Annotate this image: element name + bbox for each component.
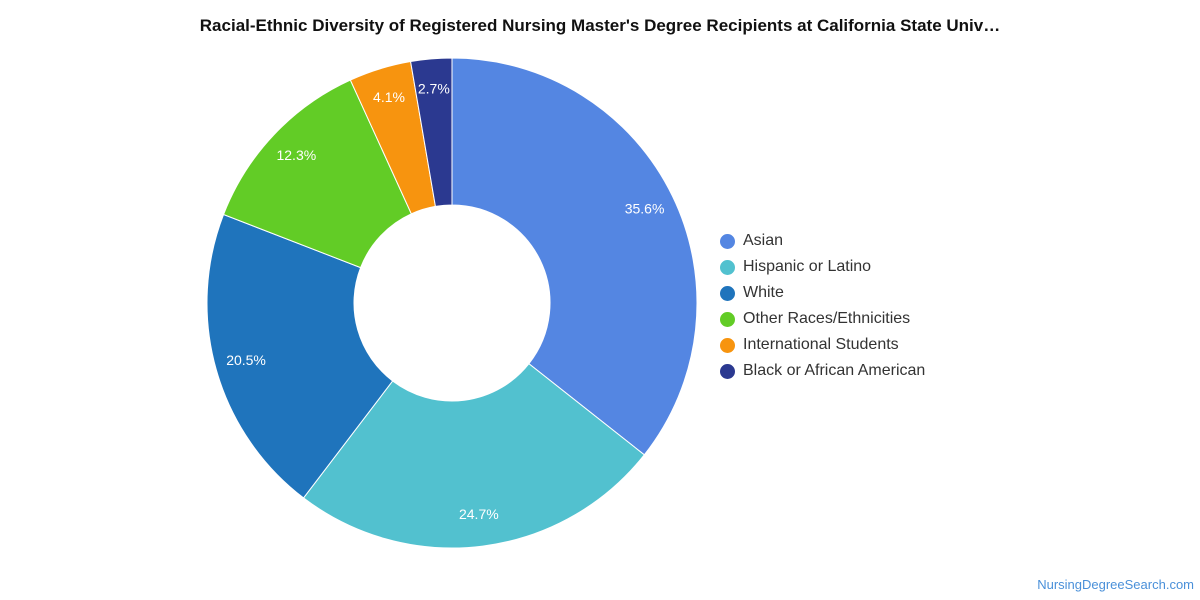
legend-label: Other Races/Ethnicities	[743, 310, 911, 327]
legend-label: White	[743, 284, 784, 301]
legend-item-white[interactable]: White	[720, 280, 925, 306]
legend-swatch-icon	[720, 285, 735, 301]
legend-swatch-icon	[720, 311, 735, 327]
slice-other-races-ethnicities[interactable]	[222, 79, 413, 269]
legend-item-black-or-african-american[interactable]: Black or African American	[720, 358, 925, 384]
legend-swatch-icon	[720, 233, 735, 249]
legend-item-other-races-ethnicities[interactable]: Other Races/Ethnicities	[720, 306, 925, 332]
source-link[interactable]: NursingDegreeSearch.com	[1037, 577, 1194, 592]
legend-swatch-icon	[720, 259, 735, 275]
legend-label: Asian	[743, 232, 784, 249]
slice-label-other-races-ethnicities: 12.3%	[276, 147, 316, 163]
slice-hispanic-or-latino[interactable]	[302, 363, 646, 549]
chart-title: Racial-Ethnic Diversity of Registered Nu…	[199, 16, 1001, 35]
chart-legend: Asian Hispanic or Latino White Other Races/…	[720, 228, 925, 384]
slice-white[interactable]	[206, 213, 394, 499]
slice-label-international-students: 4.1%	[373, 89, 405, 105]
slice-label-hispanic-or-latino: 24.7%	[459, 506, 499, 522]
legend-label: Hispanic or Latino	[743, 258, 872, 275]
legend-item-asian[interactable]: Asian	[720, 228, 925, 254]
legend-label: International Students	[743, 336, 899, 353]
legend-label: Black or African American	[743, 362, 926, 379]
slice-label-white: 20.5%	[226, 352, 266, 368]
legend-item-hispanic-or-latino[interactable]: Hispanic or Latino	[720, 254, 925, 280]
legend-item-international-students[interactable]: International Students	[720, 332, 925, 358]
slice-label-black-or-african-american: 2.7%	[418, 80, 450, 96]
slice-label-asian: 35.6%	[625, 200, 665, 216]
legend-swatch-icon	[720, 337, 735, 353]
slice-black-or-african-american[interactable]	[410, 57, 453, 207]
legend-swatch-icon	[720, 363, 735, 379]
slice-asian[interactable]	[451, 57, 698, 456]
